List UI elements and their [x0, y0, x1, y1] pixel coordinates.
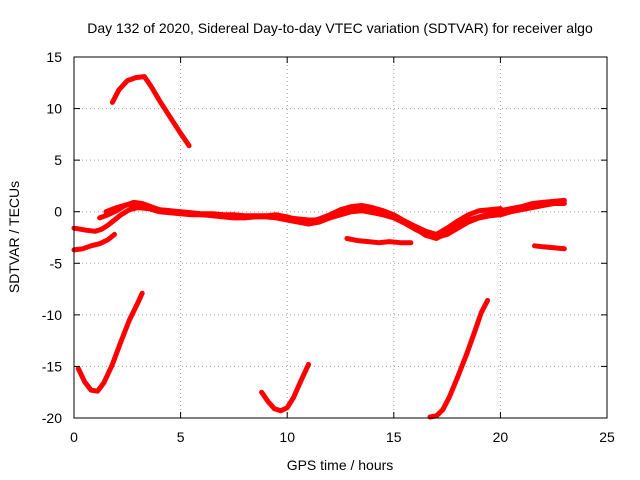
y-tick-label: 15	[46, 49, 62, 65]
series-arc-10	[427, 297, 491, 420]
axis-ticks: 0 5 10 15 20 25 -20 -15 -10 -5 0 5 10 15	[42, 49, 615, 445]
x-tick-label: 25	[599, 429, 615, 445]
x-tick-label: 10	[279, 429, 295, 445]
y-tick-label: -20	[42, 410, 62, 426]
y-tick-label: -15	[42, 358, 62, 374]
grid	[74, 57, 607, 418]
y-tick-label: -10	[42, 307, 62, 323]
series-arc-7	[532, 243, 567, 252]
y-tick-label: 5	[54, 152, 62, 168]
data-series	[71, 74, 567, 420]
y-axis-label: SDTVAR / TECUs	[6, 181, 22, 293]
x-tick-label: 5	[177, 429, 185, 445]
series-arc-8	[75, 290, 145, 394]
series-arc-9	[259, 361, 311, 414]
x-tick-label: 20	[493, 429, 509, 445]
plot-frame	[73, 56, 608, 419]
chart-title: Day 132 of 2020, Sidereal Day-to-day VTE…	[87, 20, 593, 36]
y-tick-label: -5	[50, 255, 63, 271]
y-tick-label: 0	[54, 204, 62, 220]
x-axis-label: GPS time / hours	[287, 457, 394, 473]
y-tick-label: 10	[46, 101, 62, 117]
series-arc-4	[103, 202, 503, 237]
x-tick-label: 15	[386, 429, 402, 445]
x-tick-label: 0	[70, 429, 78, 445]
series-arc-1	[109, 74, 192, 149]
series-arc-6	[344, 236, 414, 246]
series-arc-5	[71, 231, 117, 253]
